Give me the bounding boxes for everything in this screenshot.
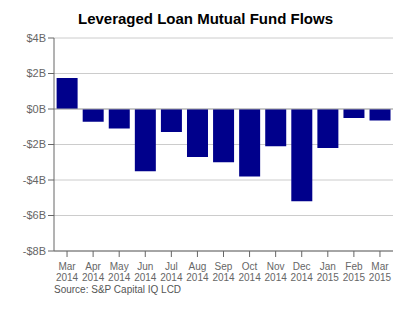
svg-text:Sep2014: Sep2014 bbox=[212, 261, 235, 283]
svg-text:Mar2015: Mar2015 bbox=[369, 261, 392, 283]
svg-text:-$4B: -$4B bbox=[23, 174, 46, 186]
html-text:Leveraged Loan Mutual Fund Flo: Leveraged Loan Mutual Fund Flows bbox=[78, 10, 333, 27]
svg-text:Feb2015: Feb2015 bbox=[343, 261, 366, 283]
svg-text:$2B: $2B bbox=[26, 67, 46, 79]
svg-text:$4B: $4B bbox=[26, 32, 46, 44]
svg-text:Aug2014: Aug2014 bbox=[186, 261, 209, 283]
svg-text:-$2B: -$2B bbox=[23, 138, 46, 150]
html-text:Source: S&P Capital IQ LCD: Source: S&P Capital IQ LCD bbox=[54, 284, 182, 295]
svg-text:Jul2014: Jul2014 bbox=[160, 261, 183, 283]
svg-text:May2014: May2014 bbox=[108, 261, 131, 283]
svg-text:-$6B: -$6B bbox=[23, 209, 46, 221]
svg-text:Apr2014: Apr2014 bbox=[82, 261, 105, 283]
svg-text:Dec2014: Dec2014 bbox=[291, 261, 314, 283]
svg-text:Mar2014: Mar2014 bbox=[56, 261, 79, 283]
svg-text:-$8B: -$8B bbox=[23, 245, 46, 257]
svg-text:Jan2015: Jan2015 bbox=[317, 261, 340, 283]
svg-text:Nov2014: Nov2014 bbox=[265, 261, 288, 283]
svg-text:Jun2014: Jun2014 bbox=[134, 261, 157, 283]
svg-text:Oct2014: Oct2014 bbox=[238, 261, 261, 283]
svg-text:$0B: $0B bbox=[26, 103, 46, 115]
